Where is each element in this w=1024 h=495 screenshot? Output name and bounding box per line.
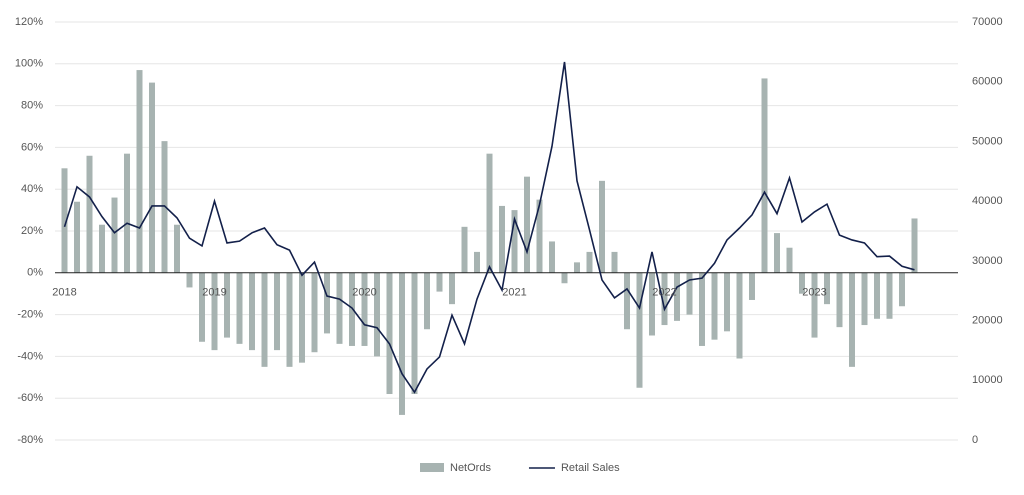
bar: [474, 251, 480, 273]
y-tick-label: -20%: [17, 309, 43, 321]
bar: [761, 78, 768, 273]
legend-label: NetOrds: [450, 462, 491, 474]
x-tick-label: 2020: [352, 287, 376, 299]
bar: [436, 272, 443, 292]
bar: [324, 272, 330, 334]
y-tick-label: -40%: [17, 350, 43, 362]
bar: [786, 247, 793, 273]
bar: [224, 272, 230, 338]
bar: [274, 272, 280, 351]
bar: [311, 272, 318, 353]
bar: [574, 262, 580, 273]
bar: [411, 272, 418, 395]
bar: [836, 272, 843, 328]
bar: [249, 272, 255, 351]
y2-tick-label: 10000: [972, 374, 1003, 386]
bar: [674, 272, 680, 321]
bar: [724, 272, 730, 332]
legend-label: Retail Sales: [561, 462, 620, 474]
bar: [199, 272, 205, 342]
bar: [686, 272, 693, 315]
bar: [774, 233, 780, 273]
y2-tick-label: 20000: [972, 314, 1003, 326]
bar: [599, 180, 605, 273]
bar: [74, 201, 80, 273]
bar: [449, 272, 455, 305]
y-tick-label: 40%: [21, 183, 43, 195]
bar: [886, 272, 893, 319]
bar: [586, 251, 593, 273]
y-tick-label: -80%: [17, 434, 43, 446]
bar: [561, 272, 568, 284]
x-tick-label: 2018: [52, 287, 76, 299]
bar: [661, 272, 668, 326]
bar: [361, 272, 368, 346]
bar: [649, 272, 655, 336]
bar: [286, 272, 293, 367]
bar: [624, 272, 630, 330]
bar: [124, 153, 130, 273]
x-tick-label: 2023: [802, 287, 826, 299]
bar: [336, 272, 343, 344]
y2-tick-label: 50000: [972, 135, 1003, 147]
bar: [86, 155, 93, 273]
bar: [111, 197, 118, 273]
bar: [136, 70, 143, 273]
y-tick-label: 0%: [27, 267, 43, 279]
bar: [174, 224, 180, 273]
bar: [711, 272, 718, 340]
bar: [749, 272, 755, 300]
bar: [261, 272, 268, 367]
bar: [486, 153, 493, 273]
bar: [611, 251, 618, 273]
bar: [799, 272, 805, 294]
bar: [811, 272, 818, 338]
bar: [461, 226, 468, 273]
bar: [636, 272, 643, 388]
x-tick-label: 2021: [502, 287, 526, 299]
line: [63, 61, 915, 394]
y2-tick-label: 70000: [972, 16, 1003, 28]
y-tick-label: 20%: [21, 225, 43, 237]
y2-tick-label: 60000: [972, 76, 1003, 88]
bar: [824, 272, 830, 305]
y-tick-label: 120%: [15, 16, 43, 28]
bar: [849, 272, 855, 367]
y2-tick-label: 30000: [972, 255, 1003, 267]
y2-tick-label: 0: [972, 434, 978, 446]
y2-tick-label: 40000: [972, 195, 1003, 207]
bar: [861, 272, 868, 326]
legend-swatch: [420, 463, 444, 472]
bar: [736, 272, 743, 359]
bar: [424, 272, 430, 330]
bar: [549, 241, 555, 273]
bar: [499, 205, 505, 273]
bar: [299, 272, 305, 363]
bar: [899, 272, 905, 307]
bar: [61, 168, 68, 273]
y-tick-label: 60%: [21, 141, 43, 153]
x-tick-label: 2022: [652, 287, 676, 299]
bar: [236, 272, 243, 344]
x-tick-label: 2019: [202, 287, 226, 299]
y-tick-label: 80%: [21, 100, 43, 112]
bar: [511, 210, 518, 273]
y-tick-label: 100%: [15, 58, 43, 70]
bar: [524, 176, 530, 273]
bar: [99, 224, 105, 273]
bar: [536, 199, 543, 273]
bar: [699, 272, 705, 346]
bar: [874, 272, 880, 319]
bar: [211, 272, 218, 351]
bar: [911, 218, 918, 273]
bar: [386, 272, 393, 395]
bar: [399, 272, 405, 415]
bar: [149, 82, 155, 273]
y-tick-label: -60%: [17, 392, 43, 404]
bar: [374, 272, 380, 357]
bar: [186, 272, 193, 288]
bar: [349, 272, 355, 346]
